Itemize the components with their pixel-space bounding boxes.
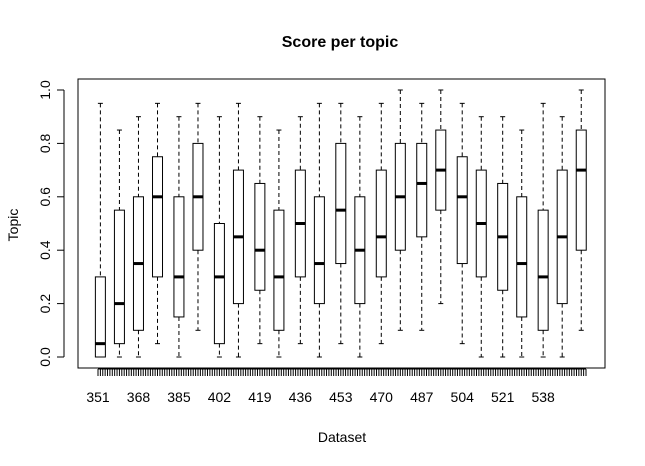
box-iqr <box>456 156 468 265</box>
box-group <box>152 102 164 345</box>
x-tick-label: 487 <box>410 389 434 405</box>
boxes-layer <box>94 89 587 358</box>
box-group <box>192 102 204 331</box>
box-group <box>113 129 125 358</box>
box-group <box>273 129 285 358</box>
x-tick-label: 402 <box>208 389 232 405</box>
box-group <box>294 116 306 345</box>
box-iqr <box>575 129 587 251</box>
y-tick-label: 0.8 <box>37 133 53 153</box>
x-tick-label: 351 <box>86 389 110 405</box>
chart-title: Score per topic <box>282 34 399 51</box>
box-group <box>537 102 549 358</box>
box-group <box>575 89 587 331</box>
box-group <box>354 116 366 358</box>
box-iqr <box>113 209 125 345</box>
plot-frame <box>77 78 606 369</box>
y-axis-label: Topic <box>5 209 21 242</box>
box-group <box>435 89 447 305</box>
box-iqr <box>416 142 428 238</box>
box-group <box>456 102 468 345</box>
box-iqr <box>313 196 325 305</box>
y-tick-label: 0.0 <box>37 347 53 367</box>
x-axis: 351 368 385 402 419 436 453 470 487 504 521 538 <box>86 368 587 405</box>
box-iqr <box>152 156 164 278</box>
x-tick-label: 385 <box>167 389 191 405</box>
box-iqr <box>213 223 225 345</box>
box-group <box>516 129 528 358</box>
box-iqr <box>375 169 387 278</box>
box-group <box>132 116 144 358</box>
box-group <box>335 102 347 345</box>
y-tick-label: 0.6 <box>37 187 53 207</box>
y-axis: 0.0 0.2 0.4 0.6 0.8 1.0 <box>37 80 65 367</box>
box-group <box>254 116 266 345</box>
box-group <box>475 116 487 358</box>
x-tick-label: 368 <box>127 389 151 405</box>
box-iqr <box>254 182 266 291</box>
y-tick-label: 1.0 <box>37 80 53 100</box>
y-tick-label: 0.2 <box>37 294 53 314</box>
x-tick-label: 436 <box>289 389 313 405</box>
x-tick-label: 453 <box>329 389 353 405</box>
box-iqr <box>94 276 106 358</box>
box-group <box>173 116 185 358</box>
x-tick-label: 470 <box>370 389 394 405</box>
y-tick-label: 0.4 <box>37 240 53 260</box>
box-group <box>556 116 568 358</box>
box-iqr <box>537 209 549 331</box>
box-group <box>416 102 428 331</box>
x-axis-label: Dataset <box>318 429 366 445</box>
box-iqr <box>335 142 347 265</box>
box-group <box>313 102 325 358</box>
box-group <box>232 102 244 358</box>
x-tick-label: 419 <box>248 389 272 405</box>
x-tick-label: 504 <box>451 389 475 405</box>
x-tick-label: 521 <box>491 389 515 405</box>
box-group <box>375 102 387 345</box>
box-group <box>213 116 225 358</box>
box-group <box>94 102 106 358</box>
box-group <box>497 116 509 358</box>
box-iqr <box>516 196 528 318</box>
x-tick-label: 538 <box>531 389 555 405</box>
box-iqr <box>173 196 185 318</box>
box-iqr <box>273 209 285 331</box>
box-group <box>394 89 406 331</box>
